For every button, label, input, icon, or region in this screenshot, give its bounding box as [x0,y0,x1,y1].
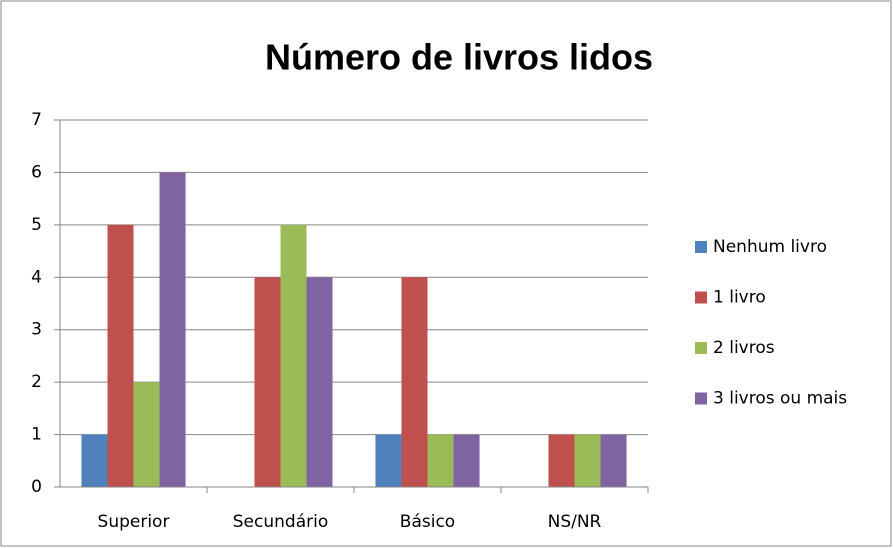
chart-title: Número de livros lidos [265,37,653,78]
y-tick-label: 4 [31,267,42,287]
bar [600,434,627,487]
bar [81,434,108,487]
x-tick-label: Secundário [233,512,328,532]
bar [107,224,134,487]
legend-label: 2 livros [713,338,775,358]
y-tick-label: 0 [31,477,42,497]
y-tick-label: 3 [31,320,42,340]
y-tick-label: 6 [31,162,42,182]
bar [375,434,402,487]
y-tick-label: 1 [31,425,42,445]
legend-label: 1 livro [713,288,766,308]
x-tick-label: NS/NR [548,512,602,532]
bar [133,382,160,487]
bar [280,224,307,487]
y-tick-label: 2 [31,372,42,392]
legend-swatch [695,241,707,253]
x-tick-label: Básico [400,512,455,532]
legend-swatch [695,291,707,304]
legend-swatch [695,392,707,405]
bar [401,277,428,487]
bar [548,434,575,487]
legend-label: 3 livros ou mais [713,389,847,409]
x-tick-label: Superior [98,512,170,532]
bar [427,434,454,487]
legend-label: Nenhum livro [713,237,827,257]
bar [453,434,480,487]
bar [306,277,333,487]
legend-swatch [695,342,707,354]
bar [574,434,601,487]
bar [254,277,281,487]
y-tick-label: 5 [31,215,42,235]
y-tick-label: 7 [31,110,42,130]
bar [159,172,186,487]
